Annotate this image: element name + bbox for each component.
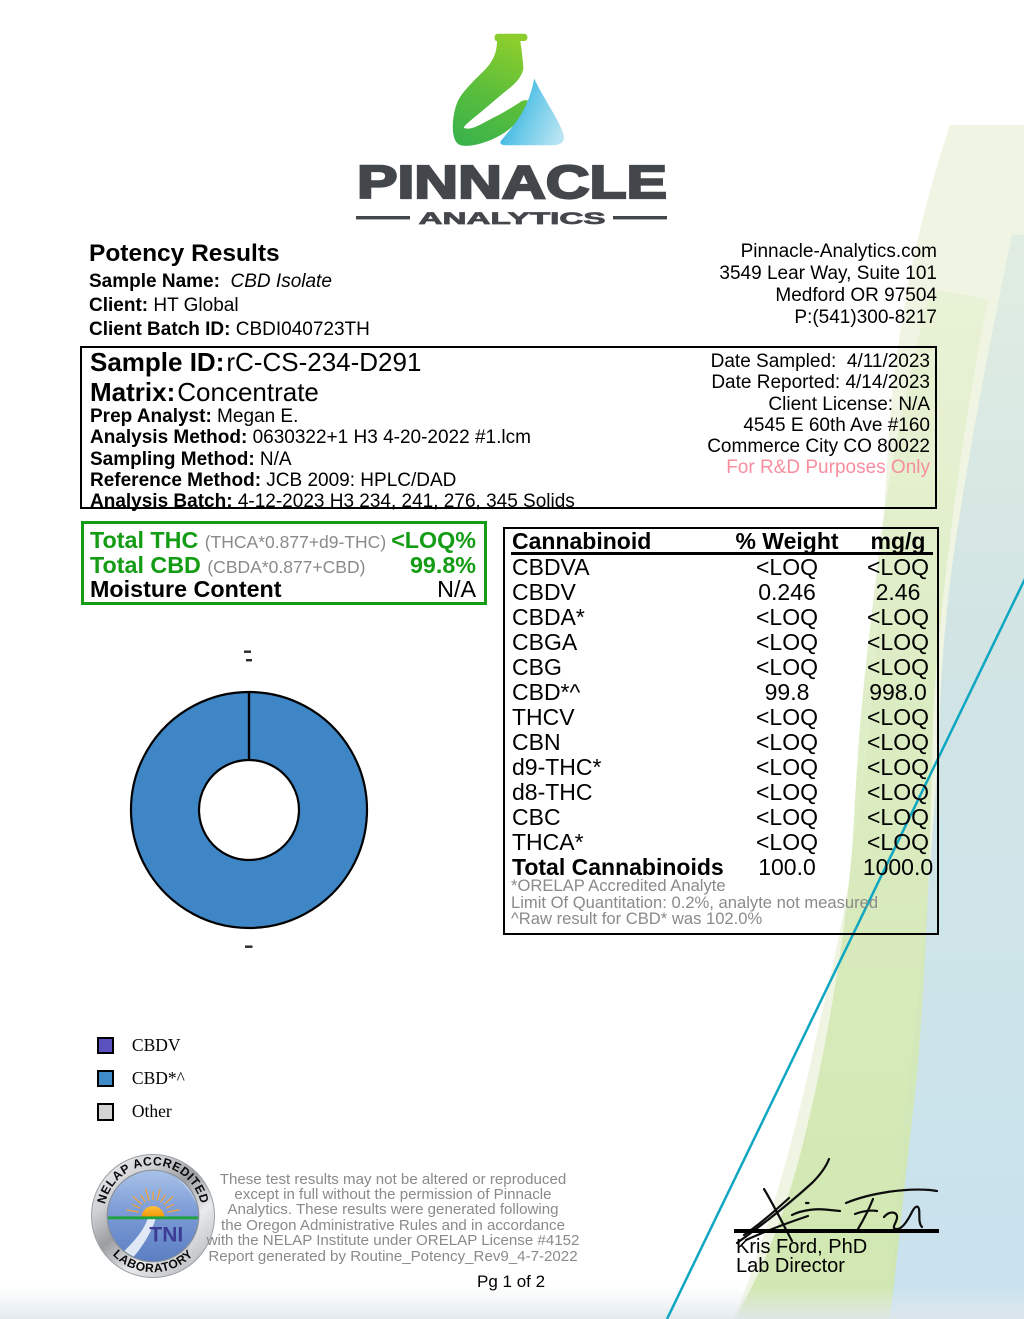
svg-text:TNI: TNI [149,1224,183,1247]
svg-text:ANALYTICS: ANALYTICS [419,209,606,228]
svg-text:PINNACLE: PINNACLE [357,160,667,208]
